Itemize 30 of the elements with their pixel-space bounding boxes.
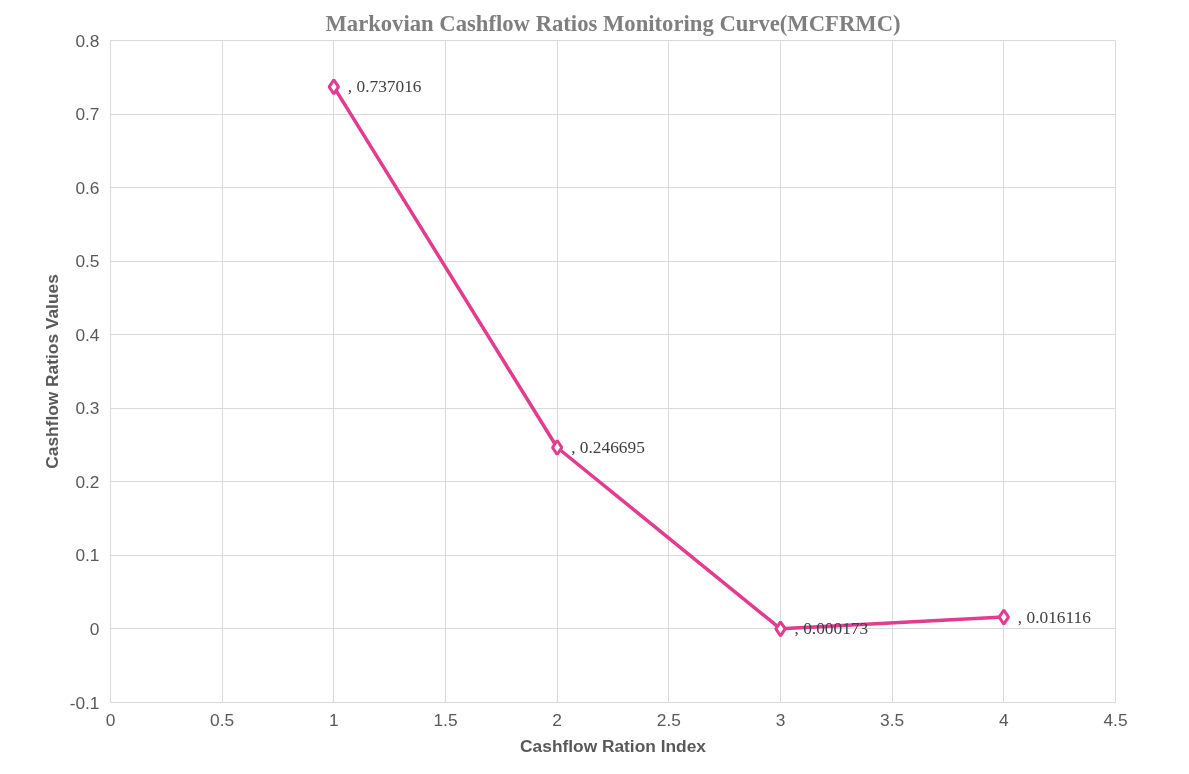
y-tick-label: 0.6 [75, 177, 100, 198]
x-tick-label: 0.5 [210, 709, 235, 730]
y-tick-label: 0.1 [75, 545, 100, 566]
data-label: , 0.016116 [1017, 607, 1092, 627]
y-tick-label: 0.4 [75, 324, 100, 345]
x-tick-label: 3 [775, 709, 786, 730]
x-tick-label: 4.5 [1103, 709, 1128, 730]
point [997, 608, 1010, 626]
x-tick-label: 4 [999, 709, 1010, 730]
y-tick-label: 0.7 [75, 104, 100, 125]
x-tick-label: 0 [105, 709, 116, 730]
y-tick-label: 0.3 [75, 398, 100, 419]
point [774, 620, 787, 638]
x-tick-label: 2.5 [656, 709, 681, 730]
x-tick-label: 3.5 [880, 709, 905, 730]
x-tick-label: 1.5 [433, 709, 458, 730]
x-tick-label: 2 [552, 709, 562, 730]
chart-title: Markovian Cashflow Ratios Monitoring Curve(MCFRMC) [325, 10, 901, 36]
y-tick-label: 0.2 [75, 471, 100, 492]
y-tick-label: 0.5 [75, 251, 100, 272]
point [551, 438, 564, 456]
y-tick-label: -0.1 [69, 692, 100, 713]
point [327, 78, 340, 96]
y-axis-title: Cashflow Ratios Values [41, 274, 62, 469]
y-tick-label: 0.8 [75, 30, 100, 51]
y-tick-label: 0 [89, 618, 100, 639]
x-tick-label: 1 [329, 709, 339, 730]
data-label: , 0.246695 [571, 437, 645, 457]
data-label: , 0.737016 [347, 77, 422, 97]
x-axis-title: Cashflow Ration Index [520, 735, 707, 756]
